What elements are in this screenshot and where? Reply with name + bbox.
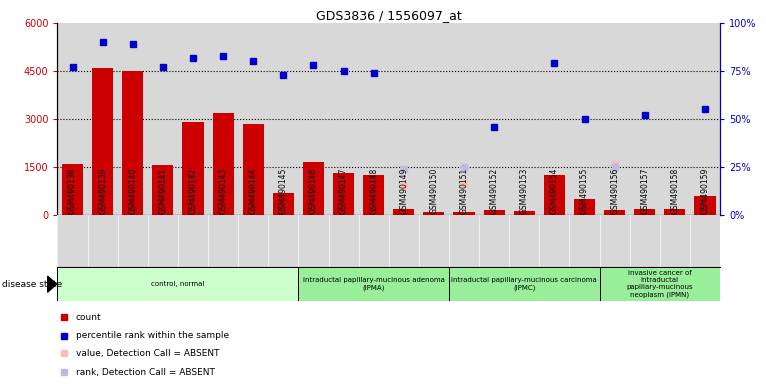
Text: invasive cancer of
intraductal
papillary-mucinous
neoplasm (IPMN): invasive cancer of intraductal papillary… (627, 270, 693, 298)
Bar (393, 209, 414, 215)
Bar (273, 193, 294, 215)
Title: GDS3836 / 1556097_at: GDS3836 / 1556097_at (316, 9, 462, 22)
Bar (483, 210, 505, 215)
Text: value, Detection Call = ABSENT: value, Detection Call = ABSENT (76, 349, 219, 358)
Bar (182, 122, 204, 215)
Bar (303, 162, 324, 215)
Text: control, normal: control, normal (151, 281, 205, 287)
Text: count: count (76, 313, 101, 322)
Bar (574, 199, 595, 215)
Bar (123, 71, 143, 215)
Bar (333, 174, 354, 215)
Text: rank, Detection Call = ABSENT: rank, Detection Call = ABSENT (76, 368, 214, 377)
Polygon shape (47, 276, 57, 292)
Bar (212, 113, 234, 215)
Bar (424, 212, 444, 215)
Text: intraductal papillary-mucinous carcinoma
(IPMC): intraductal papillary-mucinous carcinoma… (451, 277, 597, 291)
Text: intraductal papillary-mucinous adenoma
(IPMA): intraductal papillary-mucinous adenoma (… (303, 277, 444, 291)
Bar (453, 212, 475, 215)
Bar (243, 124, 264, 215)
Bar (514, 211, 535, 215)
Bar (62, 164, 83, 215)
Bar (92, 68, 113, 215)
Bar (449, 267, 600, 301)
Bar (664, 209, 686, 215)
Bar (299, 267, 449, 301)
Bar (634, 209, 655, 215)
Bar (604, 210, 625, 215)
Bar (57, 267, 299, 301)
Bar (600, 267, 720, 301)
Bar (363, 175, 385, 215)
Text: percentile rank within the sample: percentile rank within the sample (76, 331, 229, 340)
Text: disease state: disease state (2, 280, 62, 289)
Bar (695, 196, 715, 215)
Bar (544, 175, 565, 215)
Bar (152, 166, 173, 215)
